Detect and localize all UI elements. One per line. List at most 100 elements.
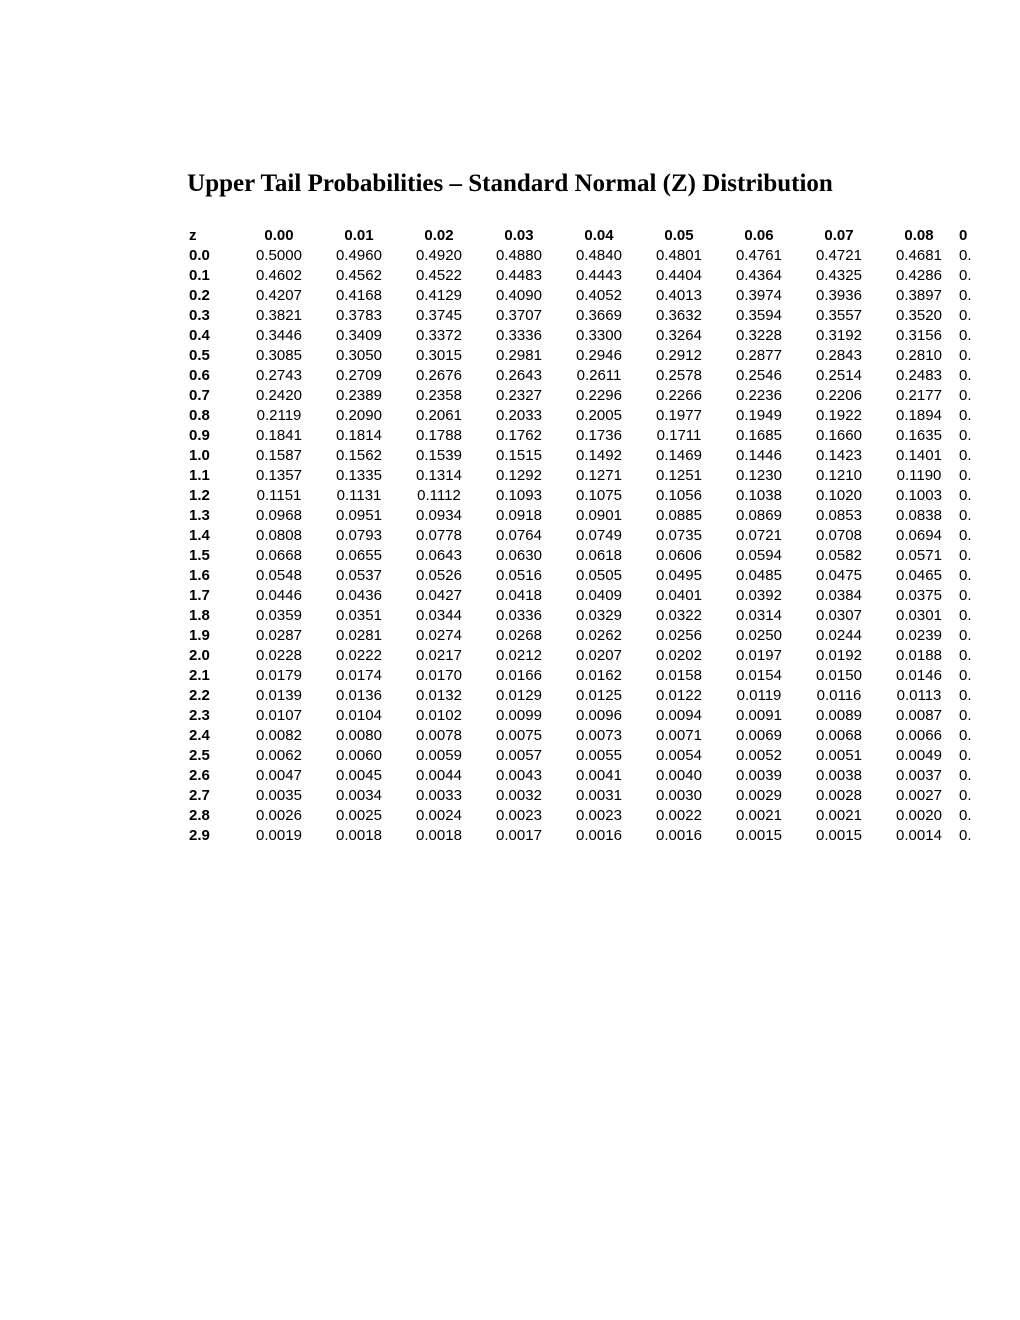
cell-value: 0.3336: [479, 326, 559, 346]
cell-value: 0.0059: [399, 746, 479, 766]
cell-value: 0.1587: [239, 446, 319, 466]
cell-value: 0.1093: [479, 486, 559, 506]
cell-value: 0.3156: [879, 326, 959, 346]
cell-value: 0.1230: [719, 466, 799, 486]
cell-value: 0.0436: [319, 586, 399, 606]
cell-value: 0.1151: [239, 486, 319, 506]
cell-value: 0.1660: [799, 426, 879, 446]
cell-value: 0.1401: [879, 446, 959, 466]
cell-value: 0.0526: [399, 566, 479, 586]
cell-value: 0.2611: [559, 366, 639, 386]
z-table-header: z 0.00 0.01 0.02 0.03 0.04 0.05 0.06 0.0…: [185, 226, 979, 246]
cell-value: 0.2420: [239, 386, 319, 406]
cell-value: 0.0217: [399, 646, 479, 666]
table-row: 1.80.03590.03510.03440.03360.03290.03220…: [185, 606, 979, 626]
cell-value: 0.2709: [319, 366, 399, 386]
cell-value: 0.0495: [639, 566, 719, 586]
cell-value: 0.0606: [639, 546, 719, 566]
cell-value: 0.2483: [879, 366, 959, 386]
cell-value: 0.2877: [719, 346, 799, 366]
cell-value: 0.0197: [719, 646, 799, 666]
cell-value: 0.3557: [799, 306, 879, 326]
cell-value: 0.2946: [559, 346, 639, 366]
cell-value: 0.0023: [479, 806, 559, 826]
cell-value: 0.0885: [639, 506, 719, 526]
cell-value: 0.1112: [399, 486, 479, 506]
cell-trunc: 0.: [959, 746, 979, 766]
cell-value: 0.0023: [559, 806, 639, 826]
cell-value: 0.3050: [319, 346, 399, 366]
cell-value: 0.0170: [399, 666, 479, 686]
table-row: 2.30.01070.01040.01020.00990.00960.00940…: [185, 706, 979, 726]
cell-value: 0.1335: [319, 466, 399, 486]
cell-value: 0.1469: [639, 446, 719, 466]
cell-value: 0.2981: [479, 346, 559, 366]
cell-trunc: 0.: [959, 486, 979, 506]
cell-value: 0.0031: [559, 786, 639, 806]
cell-value: 0.4880: [479, 246, 559, 266]
cell-value: 0.0668: [239, 546, 319, 566]
header-z: z: [185, 226, 239, 246]
cell-value: 0.4443: [559, 266, 639, 286]
table-row: 0.60.27430.27090.26760.26430.26110.25780…: [185, 366, 979, 386]
z-table-body: 0.00.50000.49600.49200.48800.48400.48010…: [185, 246, 979, 846]
cell-trunc: 0.: [959, 826, 979, 846]
cell-value: 0.1020: [799, 486, 879, 506]
table-row: 2.20.01390.01360.01320.01290.01250.01220…: [185, 686, 979, 706]
cell-value: 0.0029: [719, 786, 799, 806]
cell-value: 0.2912: [639, 346, 719, 366]
cell-value: 0.2514: [799, 366, 879, 386]
cell-value: 0.0475: [799, 566, 879, 586]
row-z-label: 2.6: [185, 766, 239, 786]
cell-value: 0.0174: [319, 666, 399, 686]
row-z-label: 0.8: [185, 406, 239, 426]
cell-value: 0.0082: [239, 726, 319, 746]
cell-value: 0.0150: [799, 666, 879, 686]
cell-value: 0.4721: [799, 246, 879, 266]
cell-value: 0.0035: [239, 786, 319, 806]
cell-value: 0.0446: [239, 586, 319, 606]
cell-value: 0.2358: [399, 386, 479, 406]
table-row: 1.50.06680.06550.06430.06300.06180.06060…: [185, 546, 979, 566]
cell-value: 0.1251: [639, 466, 719, 486]
cell-value: 0.0359: [239, 606, 319, 626]
cell-value: 0.0516: [479, 566, 559, 586]
cell-value: 0.1685: [719, 426, 799, 446]
cell-value: 0.0392: [719, 586, 799, 606]
cell-value: 0.0018: [319, 826, 399, 846]
row-z-label: 1.0: [185, 446, 239, 466]
cell-value: 0.1446: [719, 446, 799, 466]
cell-trunc: 0.: [959, 506, 979, 526]
cell-value: 0.2389: [319, 386, 399, 406]
cell-value: 0.0344: [399, 606, 479, 626]
z-table: z 0.00 0.01 0.02 0.03 0.04 0.05 0.06 0.0…: [185, 226, 979, 846]
cell-value: 0.1056: [639, 486, 719, 506]
cell-value: 0.0017: [479, 826, 559, 846]
cell-value: 0.4681: [879, 246, 959, 266]
header-col-7: 0.07: [799, 226, 879, 246]
cell-value: 0.4325: [799, 266, 879, 286]
header-col-5: 0.05: [639, 226, 719, 246]
table-row: 0.90.18410.18140.17880.17620.17360.17110…: [185, 426, 979, 446]
cell-value: 0.0021: [719, 806, 799, 826]
row-z-label: 1.2: [185, 486, 239, 506]
cell-value: 0.0055: [559, 746, 639, 766]
table-row: 2.00.02280.02220.02170.02120.02070.02020…: [185, 646, 979, 666]
cell-value: 0.1635: [879, 426, 959, 446]
cell-trunc: 0.: [959, 626, 979, 646]
cell-value: 0.1736: [559, 426, 639, 446]
cell-value: 0.0968: [239, 506, 319, 526]
row-z-label: 0.3: [185, 306, 239, 326]
cell-value: 0.0107: [239, 706, 319, 726]
cell-trunc: 0.: [959, 446, 979, 466]
cell-value: 0.0154: [719, 666, 799, 686]
cell-value: 0.0054: [639, 746, 719, 766]
cell-value: 0.0401: [639, 586, 719, 606]
cell-value: 0.3745: [399, 306, 479, 326]
cell-value: 0.0030: [639, 786, 719, 806]
cell-value: 0.0166: [479, 666, 559, 686]
cell-value: 0.0052: [719, 746, 799, 766]
cell-value: 0.4522: [399, 266, 479, 286]
row-z-label: 0.9: [185, 426, 239, 446]
cell-value: 0.0047: [239, 766, 319, 786]
